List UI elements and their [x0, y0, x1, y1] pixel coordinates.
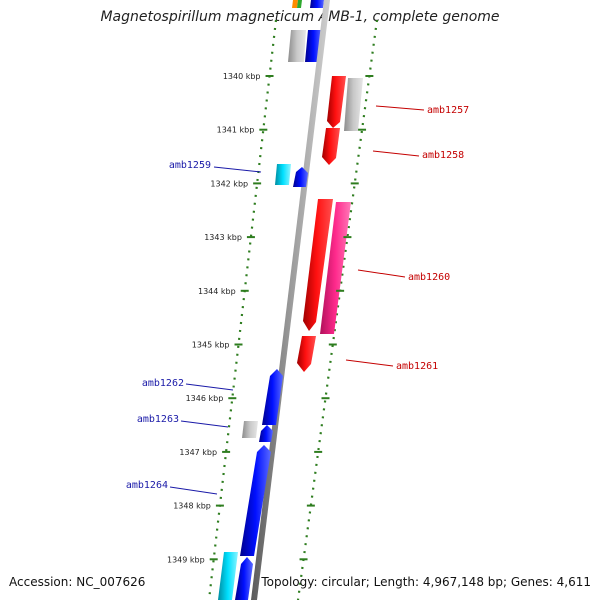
gene-amb1261: [297, 336, 316, 372]
callout-lines: [169, 105, 425, 495]
gene-label-amb1263: amb1263: [137, 414, 179, 425]
scale-tick-label: 1344 kbp: [198, 287, 236, 296]
gene-amb1262: [262, 369, 283, 425]
scale-tick-label: 1349 kbp: [167, 555, 205, 564]
callout-amb1258: [372, 150, 420, 157]
callout-amb1257: [375, 105, 425, 111]
gene-label-amb1264: amb1264: [126, 480, 168, 491]
scale-tick-label: 1347 kbp: [179, 448, 217, 457]
scale-tick-label: 1348 kbp: [173, 502, 211, 511]
gene-top-grey: [288, 30, 306, 62]
scale-tick-label: 1340 kbp: [223, 72, 261, 81]
genome-summary-text: Topology: circular; Length: 4,967,148 bp…: [261, 575, 591, 589]
callout-amb1259: [213, 166, 262, 173]
gene-grey-reverse: [242, 421, 258, 438]
gene-amb1258: [322, 128, 340, 165]
reverse-strand-track: [207, 19, 278, 600]
callout-amb1264: [169, 486, 218, 495]
forward-strand-track: [296, 19, 379, 600]
gene-top-green: [297, 0, 302, 8]
gene-amb1259-cyan: [275, 164, 291, 185]
scale-tick-label: 1346 kbp: [186, 394, 224, 403]
callout-amb1262: [185, 383, 234, 391]
genome-backbone: [251, 0, 330, 600]
gene-amb1264: [240, 445, 271, 556]
map-title: Magnetospirillum magneticum AMB-1, compl…: [100, 9, 500, 25]
gene-grey-forward: [344, 78, 363, 131]
gene-label-amb1261: amb1261: [396, 361, 438, 372]
scale-ticks: 1340 kbp 1341 kbp 1342 kbp 1343 kbp 1344 kbp…: [167, 72, 374, 564]
gene-bottom-cyan: [218, 552, 238, 600]
gene-bottom-blue: [235, 557, 253, 600]
callout-amb1261: [345, 359, 394, 367]
scale-tick-label: 1342 kbp: [210, 179, 248, 188]
gene-label-amb1260: amb1260: [408, 272, 450, 283]
scale-tick-label: 1341 kbp: [217, 126, 255, 135]
gene-label-amb1257: amb1257: [427, 105, 469, 116]
gene-amb1263: [259, 425, 273, 442]
callout-amb1260: [357, 269, 406, 278]
callout-amb1263: [180, 420, 229, 428]
gene-top-blue-a: [310, 0, 324, 8]
gene-label-amb1259: amb1259: [169, 160, 211, 171]
gene-label-amb1262: amb1262: [142, 378, 184, 389]
gene-amb1260-pink: [320, 202, 351, 334]
gene-amb1260-red: [303, 199, 333, 331]
scale-tick-label: 1345 kbp: [192, 341, 230, 350]
gene-label-amb1258: amb1258: [422, 150, 464, 161]
gene-top-orange: [292, 0, 298, 8]
accession-text: Accession: NC_007626: [9, 575, 146, 589]
scale-tick-label: 1343 kbp: [204, 233, 242, 242]
gene-amb1259: [293, 167, 308, 187]
gene-amb1257: [327, 76, 346, 128]
